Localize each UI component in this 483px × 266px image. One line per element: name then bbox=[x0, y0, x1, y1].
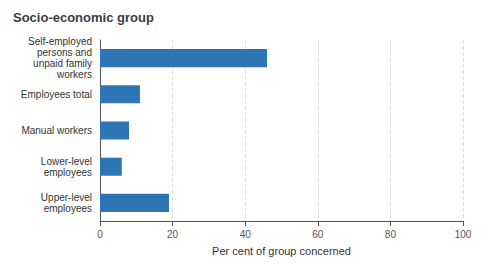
svg-text:Socio-economic group: Socio-economic group bbox=[13, 10, 154, 25]
svg-text:80: 80 bbox=[385, 229, 397, 240]
svg-text:Manual workers: Manual workers bbox=[21, 125, 92, 136]
svg-text:Upper-level: Upper-level bbox=[41, 192, 92, 203]
svg-text:unpaid family: unpaid family bbox=[33, 58, 92, 69]
svg-text:0: 0 bbox=[97, 229, 103, 240]
svg-text:Per cent of group concerned: Per cent of group concerned bbox=[212, 245, 351, 257]
svg-text:employees: employees bbox=[44, 203, 92, 214]
svg-text:employees: employees bbox=[44, 167, 92, 178]
svg-text:100: 100 bbox=[455, 229, 472, 240]
svg-text:40: 40 bbox=[240, 229, 252, 240]
svg-text:20: 20 bbox=[167, 229, 179, 240]
svg-text:Employees total: Employees total bbox=[21, 89, 92, 100]
svg-text:Lower-level: Lower-level bbox=[41, 156, 92, 167]
svg-text:Self-employed: Self-employed bbox=[28, 36, 92, 47]
svg-text:persons and: persons and bbox=[37, 47, 92, 58]
svg-text:workers: workers bbox=[56, 69, 92, 80]
svg-text:60: 60 bbox=[312, 229, 324, 240]
